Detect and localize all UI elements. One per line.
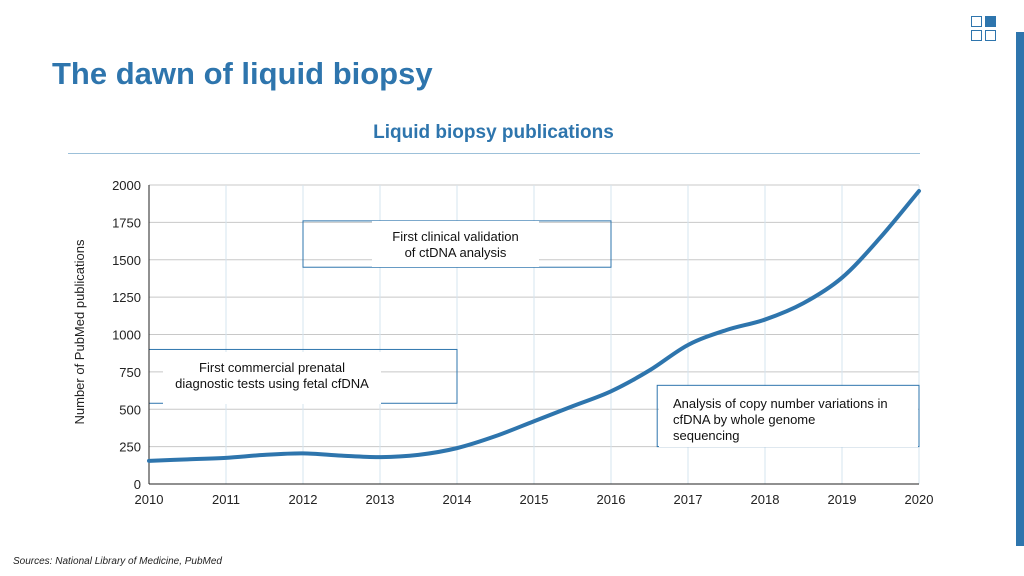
x-tick-label: 2012	[289, 492, 318, 507]
x-tick-label: 2010	[135, 492, 164, 507]
annotation-prenatal-tests: First commercial prenatal diagnostic tes…	[163, 352, 381, 404]
y-tick-label: 500	[119, 402, 141, 417]
slide-title: The dawn of liquid biopsy	[52, 56, 433, 91]
y-axis-label: Number of PubMed publications	[72, 239, 87, 424]
accent-side-bar	[1016, 32, 1024, 546]
grid-squares-logo-icon	[971, 16, 999, 44]
y-tick-label: 750	[119, 365, 141, 380]
annotation-line: diagnostic tests using fetal cfDNA	[175, 376, 369, 391]
annotation-line: sequencing	[673, 428, 740, 443]
y-tick-label: 1000	[112, 328, 141, 343]
annotation-line: cfDNA by whole genome	[673, 412, 816, 427]
series-line	[147, 188, 921, 463]
title-divider	[68, 153, 920, 154]
y-tick-label: 250	[119, 440, 141, 455]
x-tick-label: 2011	[212, 492, 240, 507]
x-tick-label: 2014	[443, 492, 472, 507]
chart-series	[147, 188, 921, 463]
annotation-line: Analysis of copy number variations in	[673, 396, 888, 411]
x-tick-label: 2013	[366, 492, 395, 507]
annotation-line: of ctDNA analysis	[404, 245, 507, 260]
annotation-line: First commercial prenatal	[199, 360, 345, 375]
annotation-copy-number-variations: Analysis of copy number variations in cf…	[659, 386, 918, 447]
y-tick-label: 0	[134, 477, 141, 492]
y-tick-label: 2000	[112, 178, 141, 193]
annotation-ctdna-validation: First clinical validation of ctDNA analy…	[372, 221, 539, 267]
x-tick-label: 2018	[751, 492, 780, 507]
chart-title: Liquid biopsy publications	[373, 122, 614, 143]
y-tick-label: 1250	[112, 290, 141, 305]
y-tick-label: 1500	[112, 253, 141, 268]
x-tick-label: 2017	[674, 492, 703, 507]
annotation-bracket	[302, 220, 612, 268]
chart-axes	[148, 185, 919, 485]
x-tick-label: 2020	[905, 492, 934, 507]
x-tick-label: 2016	[597, 492, 626, 507]
chart-tick-labels: 0 250 500 750 1000 1250 1500 1750 2000 2010 2011 20…	[112, 178, 933, 507]
x-tick-label: 2015	[520, 492, 549, 507]
annotation-line: First clinical validation	[392, 229, 519, 244]
y-tick-label: 1750	[112, 215, 141, 230]
x-tick-label: 2019	[828, 492, 857, 507]
source-note: Sources: National Library of Medicine, P…	[13, 556, 222, 567]
